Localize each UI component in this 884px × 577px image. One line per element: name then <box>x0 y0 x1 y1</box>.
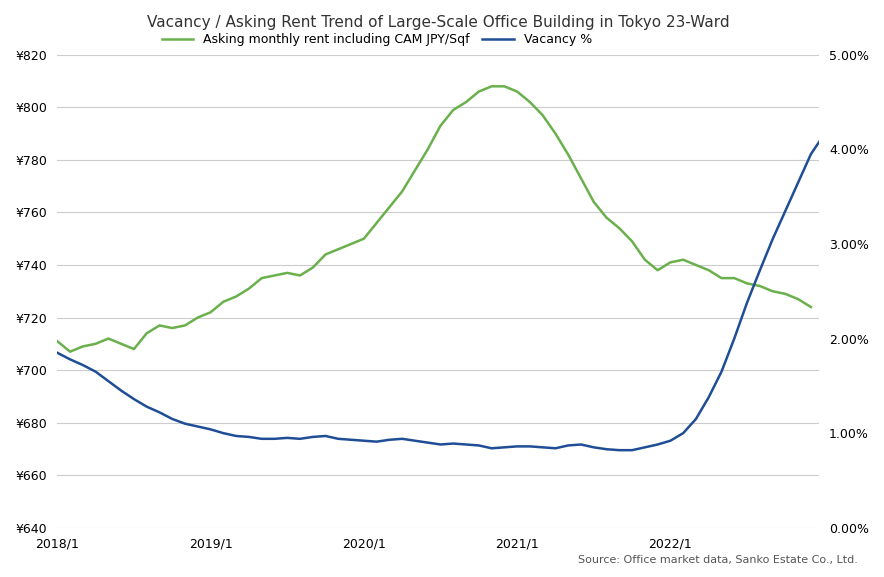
Vacancy % <box>614 447 625 454</box>
Asking monthly rent including CAM JPY/Sqf <box>550 130 560 137</box>
Asking monthly rent including CAM JPY/Sqf <box>282 269 293 276</box>
Asking monthly rent including CAM JPY/Sqf <box>320 251 331 258</box>
Line: Vacancy %: Vacancy % <box>57 83 884 450</box>
Vacancy % <box>52 349 63 356</box>
Vacancy % <box>639 444 650 451</box>
Asking monthly rent including CAM JPY/Sqf <box>308 264 318 271</box>
Asking monthly rent including CAM JPY/Sqf <box>65 349 75 355</box>
Vacancy % <box>678 430 689 437</box>
Asking monthly rent including CAM JPY/Sqf <box>193 314 203 321</box>
Vacancy % <box>563 442 574 449</box>
Vacancy % <box>179 420 190 427</box>
Line: Asking monthly rent including CAM JPY/Sqf: Asking monthly rent including CAM JPY/Sq… <box>57 87 811 352</box>
Asking monthly rent including CAM JPY/Sqf <box>52 338 63 344</box>
Asking monthly rent including CAM JPY/Sqf <box>256 275 267 282</box>
Asking monthly rent including CAM JPY/Sqf <box>486 83 497 90</box>
Vacancy % <box>359 437 370 444</box>
Title: Vacancy / Asking Rent Trend of Large-Scale Office Building in Tokyo 23-Ward: Vacancy / Asking Rent Trend of Large-Sca… <box>147 15 729 30</box>
Asking monthly rent including CAM JPY/Sqf <box>805 304 816 310</box>
Legend: Asking monthly rent including CAM JPY/Sqf, Vacancy %: Asking monthly rent including CAM JPY/Sq… <box>157 28 597 51</box>
Text: Source: Office market data, Sanko Estate Co., Ltd.: Source: Office market data, Sanko Estate… <box>577 556 857 565</box>
